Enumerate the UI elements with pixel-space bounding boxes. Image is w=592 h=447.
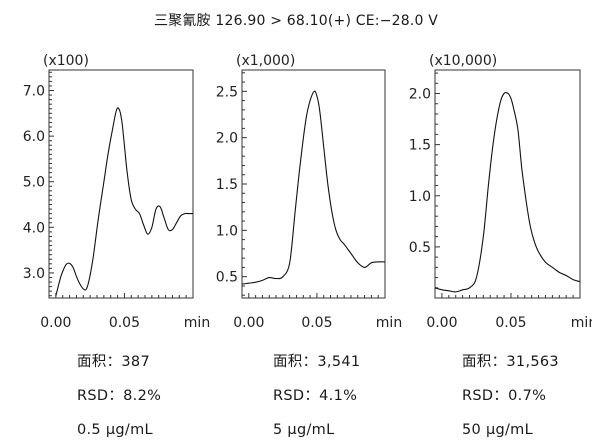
- chromatogram-trace: [434, 91, 581, 293]
- scale-label: (x1,000): [236, 53, 295, 69]
- concentration-label: 50 μg/mL: [462, 422, 533, 438]
- y-tick-label: 3.0: [23, 266, 45, 282]
- x-tick-label: 0.00: [426, 315, 457, 331]
- y-tick-label: 5.0: [23, 175, 45, 191]
- x-tick-label: 0.05: [301, 315, 332, 331]
- y-tick-label: 1.0: [409, 189, 431, 205]
- chart-panel-1: [48, 69, 194, 299]
- y-tick-label: 2.0: [409, 87, 431, 103]
- y-tick-label: 7.0: [23, 84, 45, 100]
- plot-frame: [48, 69, 194, 299]
- y-tick-label: 1.0: [216, 223, 238, 239]
- x-tick-label: 0.05: [109, 315, 140, 331]
- y-tick-label: 1.5: [216, 177, 238, 193]
- y-tick-label: 2.5: [216, 84, 238, 100]
- chart-panel-2: [241, 69, 386, 299]
- stats-panel-2: 面积：3,541 RSD：4.1% 5 μg/mL: [273, 345, 360, 447]
- scale-label: (x100): [43, 53, 89, 69]
- rsd-label: RSD：0.7%: [462, 388, 547, 404]
- y-tick-label: 6.0: [23, 129, 45, 145]
- area-label: 面积：31,563: [462, 354, 559, 370]
- x-tick-label: 0.00: [40, 315, 71, 331]
- x-tick-label: 0.05: [495, 315, 526, 331]
- figure-title: 三聚氰胺 126.90 > 68.10(+) CE:−28.0 V: [153, 13, 439, 29]
- area-label: 面积：387: [77, 354, 150, 370]
- scale-label: (x10,000): [429, 53, 497, 69]
- rsd-label: RSD：4.1%: [273, 388, 358, 404]
- area-label: 面积：3,541: [273, 354, 361, 370]
- y-tick-label: 0.5: [216, 270, 238, 286]
- chart-panel-3: [434, 69, 581, 299]
- x-unit-label: min: [184, 315, 210, 331]
- y-tick-label: 1.5: [409, 138, 431, 154]
- plot-frame: [434, 69, 581, 299]
- stats-panel-1: 面积：387 RSD：8.2% 0.5 μg/mL: [77, 345, 161, 447]
- plot-frame: [241, 69, 386, 299]
- concentration-label: 5 μg/mL: [273, 422, 335, 438]
- chromatogram-trace: [55, 107, 193, 296]
- x-unit-label: min: [376, 315, 402, 331]
- x-tick-label: 0.00: [233, 315, 264, 331]
- y-tick-label: 4.0: [23, 220, 45, 236]
- y-tick-label: 2.0: [216, 131, 238, 147]
- y-tick-label: 0.5: [409, 240, 431, 256]
- concentration-label: 0.5 μg/mL: [77, 422, 153, 438]
- x-unit-label: min: [571, 315, 592, 331]
- stats-panel-3: 面积：31,563 RSD：0.7% 50 μg/mL: [462, 345, 559, 447]
- chromatogram-trace: [241, 90, 386, 285]
- rsd-label: RSD：8.2%: [77, 388, 162, 404]
